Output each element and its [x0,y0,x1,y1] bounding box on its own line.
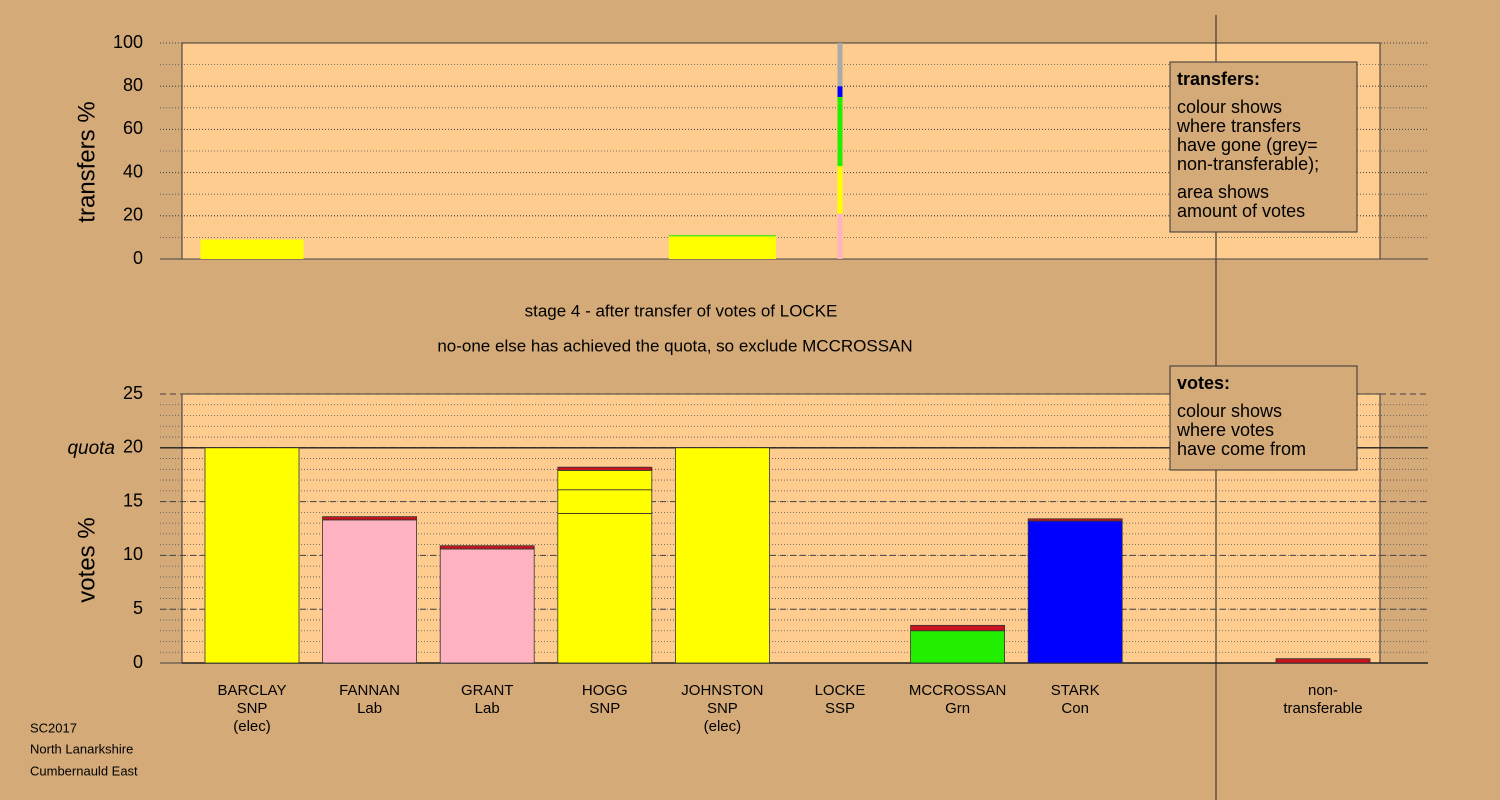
legend-text: have gone (grey= [1177,135,1318,155]
x-tick-label: SNP [707,700,738,717]
bar-segment [557,466,653,471]
legend-text: area shows [1177,182,1269,202]
legend-text: colour shows [1177,401,1282,421]
x-tick-label: SNP [237,700,268,717]
bar-segment [675,447,770,664]
bar-segment [837,97,843,167]
y-axis-title: votes % [73,517,100,602]
y-tick-label: 40 [123,161,143,181]
footer-text: Cumbernauld East [30,763,138,778]
x-tick-label: GRANT [461,682,514,699]
y-tick-label: 15 [123,490,143,510]
bar-segment [837,166,843,214]
bar-segment [557,489,653,514]
legend-title: transfers: [1177,69,1260,89]
x-tick-label: transferable [1283,700,1362,717]
legend-text: where transfers [1176,116,1301,136]
legend-text: colour shows [1177,97,1282,117]
x-tick-label: SSP [825,700,855,717]
y-tick-label: 20 [123,205,143,225]
bar-segment [204,447,300,664]
legend-title: votes: [1177,373,1230,393]
x-tick-label: JOHNSTON [681,682,763,699]
x-tick-label: SNP [589,700,620,717]
footer-text: North Lanarkshire [30,741,133,756]
y-axis-title: transfers % [73,101,100,222]
x-tick-label: BARCLAY [218,682,287,699]
y-tick-label: 60 [123,118,143,138]
y-tick-label: 0 [133,248,143,268]
y-tick-label: 0 [133,652,143,672]
bar-segment [200,239,304,259]
x-tick-label: (elec) [233,718,271,735]
bar-segment [557,513,653,664]
bar-segment [837,43,843,87]
y-tick-label: 100 [113,32,143,52]
x-tick-label: LOCKE [815,682,866,699]
bar-segment [668,235,776,237]
legend-box [1169,365,1358,471]
bar-segment [439,548,535,664]
bar-segment [1275,658,1371,664]
x-tick-label: non- [1308,682,1338,699]
legend-text: amount of votes [1177,201,1305,221]
legend-text: have come from [1177,439,1306,459]
x-tick-label: Lab [357,700,382,717]
footer-text: SC2017 [30,720,77,735]
bar-segment [557,469,653,491]
bar-segment [837,213,843,259]
bar-segment [837,86,843,97]
y-tick-label: 25 [123,383,143,403]
bar-segment [322,516,418,521]
x-tick-label: Con [1061,700,1089,717]
x-tick-label: Grn [945,700,970,717]
bar-segment [1027,520,1123,664]
x-tick-label: FANNAN [339,682,400,699]
x-tick-label: Lab [475,700,500,717]
stage-text: stage 4 - after transfer of votes of LOC… [525,301,838,320]
y-tick-label: 5 [133,598,143,618]
x-tick-label: MCCROSSAN [909,682,1007,699]
bar-segment [668,236,776,259]
legend-text: non-transferable); [1177,154,1319,174]
bar-segment [439,545,535,550]
y-tick-label: 80 [123,75,143,95]
x-tick-label: HOGG [582,682,628,699]
legend-box [1169,61,1358,233]
x-tick-label: STARK [1051,682,1100,699]
x-tick-label: (elec) [704,718,742,735]
legend-text: where votes [1176,420,1274,440]
y-tick-label: 20 [123,437,143,457]
quota-label: quota [67,438,115,459]
bar-segment [1027,518,1123,522]
y-tick-label: 10 [123,544,143,564]
bar-segment [910,624,1005,632]
bar-segment [322,519,418,664]
bar-segment [910,630,1005,664]
stage-text: no-one else has achieved the quota, so e… [437,336,912,355]
